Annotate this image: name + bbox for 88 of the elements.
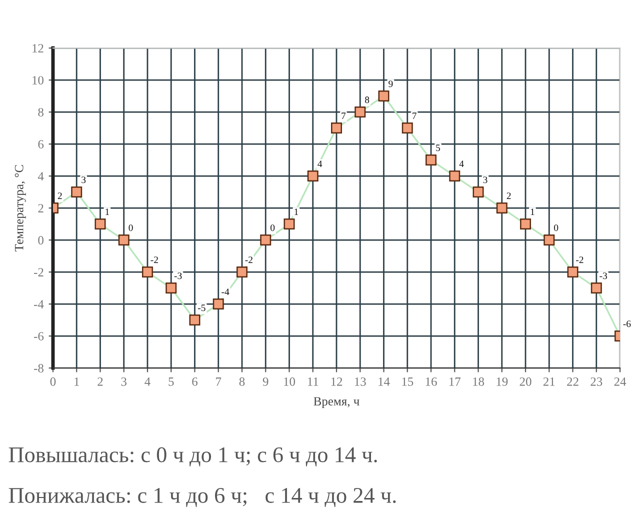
x-tick-label: 2 (98, 377, 103, 386)
data-label: 2 (58, 192, 62, 200)
y-tick-label: 0 (38, 236, 44, 244)
x-tick-label: 13 (354, 377, 366, 386)
point (378, 90, 390, 102)
x-tick-label: 10 (284, 377, 296, 386)
x-tick-label: 15 (402, 377, 414, 386)
data-label: 0 (270, 224, 275, 232)
x-tick-label: 17 (449, 377, 461, 386)
point (426, 154, 436, 166)
y-tick-label: 6 (38, 140, 44, 148)
point (260, 234, 272, 246)
x-tick-label: 21 (543, 377, 555, 386)
y-tick-label: 2 (38, 204, 44, 212)
data-label: 4 (318, 160, 322, 168)
point (520, 218, 532, 230)
x-tick-label: 14 (378, 377, 390, 386)
y-tick-label: 4 (38, 172, 44, 180)
x-tick-label: 18 (473, 377, 484, 386)
x-tick-label: 8 (239, 377, 245, 386)
point (590, 282, 602, 294)
y-tick-label: -8 (34, 364, 44, 372)
point (142, 266, 153, 278)
data-label: -5 (198, 304, 206, 312)
point (94, 218, 106, 230)
point (166, 282, 177, 294)
point (118, 234, 130, 246)
x-tick-label: 9 (262, 377, 268, 386)
data-label: 1 (294, 208, 298, 216)
data-label: 9 (388, 80, 393, 88)
point (472, 186, 484, 198)
point (236, 266, 248, 278)
point (567, 266, 578, 278)
y-tick-label: 8 (38, 108, 44, 116)
point (284, 218, 295, 230)
data-label: 3 (82, 176, 86, 184)
x-tick-label: 19 (496, 377, 508, 386)
y-tick-label: 12 (32, 44, 44, 52)
point (354, 106, 366, 118)
x-tick-label: 5 (168, 378, 174, 386)
y-tick-label: -2 (34, 268, 44, 276)
text: Понижалась: с 1 ч до 6 ч; с 14 ч до 24 ч. (8, 488, 396, 508)
data-label: 0 (128, 224, 133, 232)
y-tick-label: -4 (34, 300, 44, 308)
point (307, 170, 318, 182)
y-tick-label: 10 (32, 76, 44, 85)
y-axis-title: Температура, °C (14, 165, 26, 252)
x-tick-label: 6 (192, 377, 198, 386)
data-label: 7 (412, 112, 416, 120)
x-tick-label: 11 (308, 377, 318, 386)
data-label: 3 (483, 176, 488, 184)
data-label: -6 (623, 320, 631, 328)
data-label: 0 (554, 224, 558, 232)
data-label: -3 (174, 272, 182, 280)
text: Повышалась: с 0 ч до 1 ч; с 6 ч до 14 ч. (8, 447, 377, 466)
data-label: -2 (245, 256, 252, 264)
point (496, 202, 508, 214)
data-label: -2 (576, 256, 584, 264)
x-tick-label: 0 (50, 377, 56, 386)
x-tick-label: 1 (74, 377, 79, 386)
data-label: 1 (530, 208, 534, 216)
point (331, 122, 342, 134)
x-tick-label: 23 (590, 377, 602, 386)
x-tick-label: 22 (567, 377, 578, 386)
x-tick-label: 20 (520, 377, 532, 386)
x-axis-title: Время, ч (314, 397, 360, 408)
x-tick-label: 16 (426, 377, 437, 386)
data-label: 1 (106, 208, 110, 216)
point (212, 298, 224, 310)
x-tick-label: 3 (121, 377, 126, 386)
data-label: -4 (222, 288, 230, 296)
data-label: -2 (150, 256, 158, 264)
point (71, 186, 82, 198)
point (449, 170, 460, 182)
data-label: 7 (342, 112, 346, 120)
data-label: 5 (436, 144, 440, 152)
data-label: -3 (600, 272, 608, 280)
data-label: 8 (365, 96, 370, 104)
point (544, 234, 555, 246)
x-tick-label: 7 (216, 378, 222, 386)
data-label: 2 (506, 192, 511, 200)
x-tick-label: 12 (331, 377, 342, 386)
y-tick-label: -6 (34, 332, 44, 340)
data-label: 4 (459, 160, 464, 168)
point (402, 122, 413, 134)
point (189, 314, 200, 326)
x-tick-label: 24 (614, 377, 626, 386)
x-tick-label: 4 (144, 377, 150, 386)
